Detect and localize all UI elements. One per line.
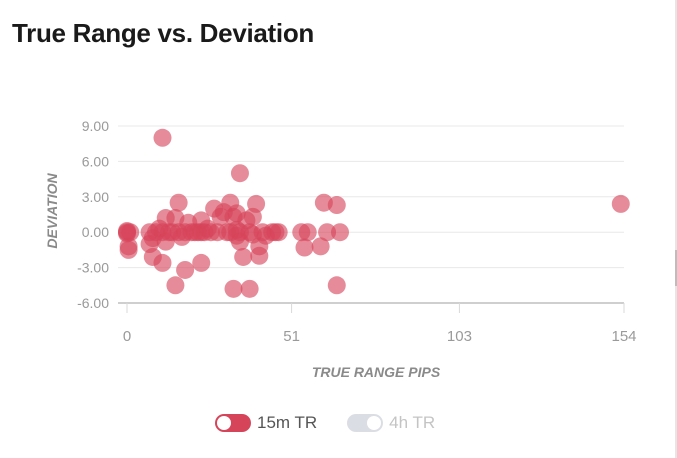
data-point[interactable] xyxy=(247,194,266,213)
scroll-thumb[interactable] xyxy=(675,250,677,286)
x-tick-label: 51 xyxy=(283,328,300,345)
y-tick-label: 3.00 xyxy=(82,189,109,205)
legend-label-4h: 4h TR xyxy=(389,413,436,432)
y-tick-label: -3.00 xyxy=(77,260,109,276)
y-axis-title: DEVIATION xyxy=(44,173,60,249)
legend-toggle-15m[interactable] xyxy=(215,414,251,432)
data-point[interactable] xyxy=(176,260,195,279)
y-tick-label: -6.00 xyxy=(77,295,109,311)
legend-item-4h[interactable]: 4h TR xyxy=(347,413,435,433)
data-point[interactable] xyxy=(611,194,630,213)
y-tick-label: 6.00 xyxy=(82,153,109,169)
x-tick-label: 0 xyxy=(123,328,131,345)
data-point[interactable] xyxy=(250,246,269,265)
chart-legend: 15m TR 4h TR xyxy=(215,411,465,435)
data-point[interactable] xyxy=(298,223,317,242)
legend-item-15m[interactable]: 15m TR xyxy=(215,413,317,433)
legend-toggle-4h[interactable] xyxy=(347,414,384,432)
x-tick-label: 154 xyxy=(611,328,636,345)
legend-label-15m: 15m TR xyxy=(257,413,318,432)
data-point[interactable] xyxy=(224,279,243,298)
data-point[interactable] xyxy=(234,247,253,266)
data-point[interactable] xyxy=(166,276,185,295)
data-point[interactable] xyxy=(119,240,138,259)
data-point[interactable] xyxy=(327,276,346,295)
data-point[interactable] xyxy=(327,196,346,215)
data-point[interactable] xyxy=(295,238,314,257)
x-tick-label: 103 xyxy=(447,328,472,345)
data-point[interactable] xyxy=(192,253,211,272)
data-point[interactable] xyxy=(318,223,337,242)
y-tick-label: 9.00 xyxy=(82,118,109,134)
scatter-chart: 9.00 6.00 3.00 0.00 -3.00 -6.00 0 51 103 154 DEV… xyxy=(44,118,637,380)
y-tick-label: 0.00 xyxy=(82,224,109,240)
chart-grid xyxy=(118,125,624,304)
chart-points xyxy=(118,128,630,298)
y-axis-ticks: 9.00 6.00 3.00 0.00 -3.00 -6.00 xyxy=(77,118,109,311)
data-point[interactable] xyxy=(240,279,259,298)
data-point[interactable] xyxy=(121,223,140,242)
data-point[interactable] xyxy=(153,128,172,147)
data-point[interactable] xyxy=(311,237,330,256)
data-point[interactable] xyxy=(153,253,172,272)
data-point[interactable] xyxy=(169,193,188,212)
x-axis-ticks: 0 51 103 154 xyxy=(123,303,637,345)
scroll-track[interactable] xyxy=(675,0,677,458)
chart-title: True Range vs. Deviation xyxy=(12,18,315,48)
data-point[interactable] xyxy=(269,223,288,242)
data-point[interactable] xyxy=(230,164,249,183)
data-point[interactable] xyxy=(331,223,349,242)
x-axis-title: TRUE RANGE PIPS xyxy=(312,364,441,380)
